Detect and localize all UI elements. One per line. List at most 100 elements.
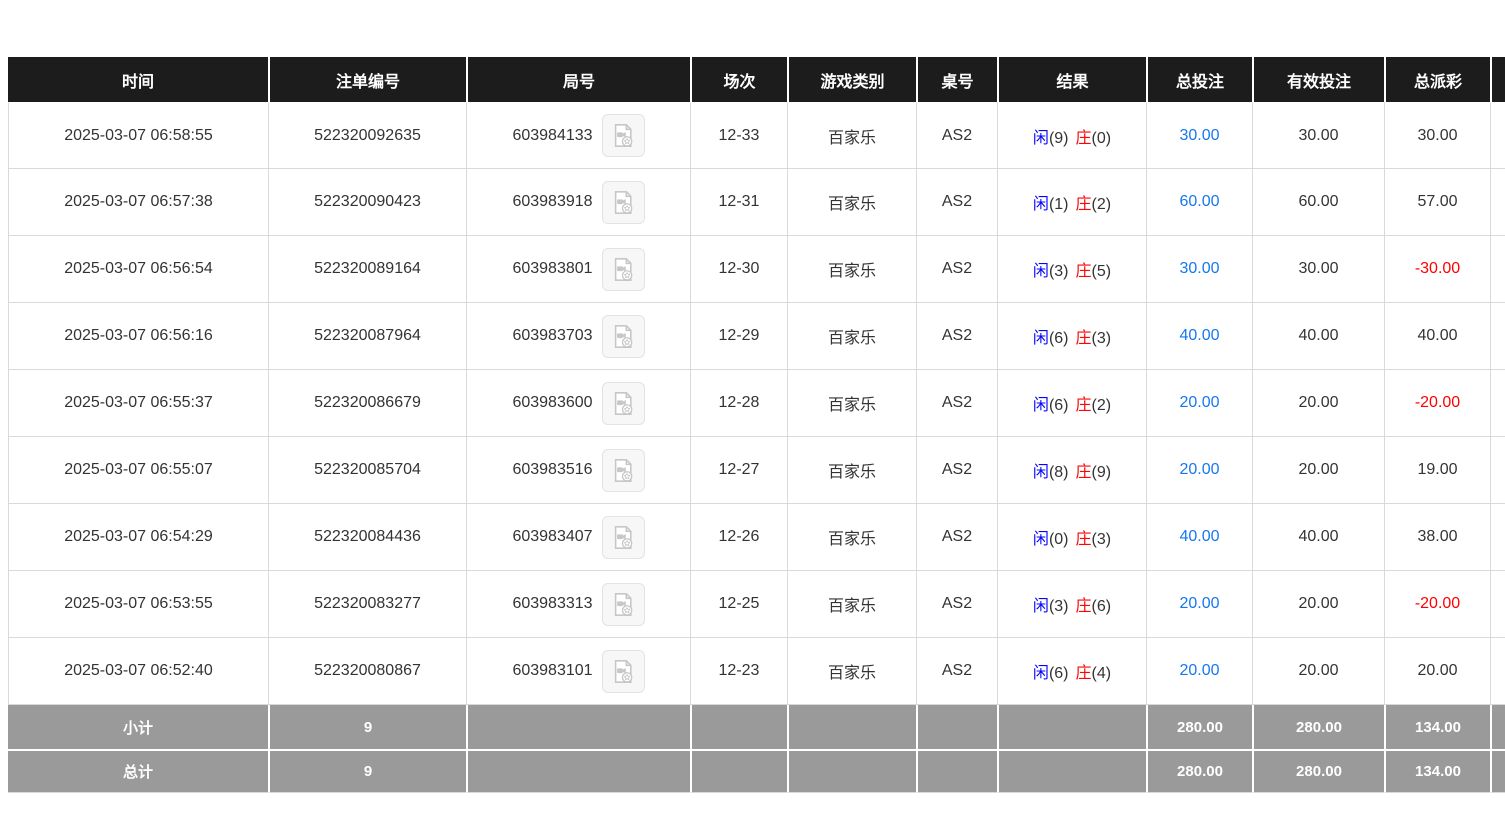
total-bet-link[interactable]: 20.00 xyxy=(1179,394,1220,411)
time-cell: 2025-03-07 06:53:55 xyxy=(8,571,268,638)
table-row: 2025-03-07 06:53:55 522320083277 6039833… xyxy=(8,571,1505,638)
total-bet-cell: 30.00 xyxy=(1146,236,1252,303)
bet-no-cell: 522320084436 xyxy=(268,504,466,571)
header-valid-bet: 有效投注 xyxy=(1252,57,1384,102)
header-time: 时间 xyxy=(8,57,268,102)
clipped-cell xyxy=(1490,169,1505,236)
game-type-cell: 百家乐 xyxy=(787,102,916,169)
valid-bet-cell: 60.00 xyxy=(1252,169,1384,236)
player-score: (3) xyxy=(1048,263,1069,280)
table-row: 2025-03-07 06:57:38 522320090423 6039839… xyxy=(8,169,1505,236)
total-bet-cell: 60.00 xyxy=(1146,169,1252,236)
subtotal-label: 小计 xyxy=(8,705,268,749)
round-no-cell: 603983918 xyxy=(466,169,690,236)
round-no-cell: 603983313 xyxy=(466,571,690,638)
video-icon xyxy=(610,658,637,685)
video-icon xyxy=(610,189,637,216)
banker-result-label: 庄 xyxy=(1075,129,1092,147)
total-bet-link[interactable]: 30.00 xyxy=(1179,126,1220,144)
total-bet-link[interactable]: 30.00 xyxy=(1179,260,1220,277)
round-no-value: 603984133 xyxy=(512,126,593,144)
player-score: (9) xyxy=(1048,129,1069,147)
player-result-label: 闲 xyxy=(1032,330,1049,347)
result-cell: 闲(0) 庄(3) xyxy=(997,504,1146,571)
grand-total-total-payout: 134.00 xyxy=(1384,749,1490,793)
result-cell: 闲(1) 庄(2) xyxy=(997,169,1146,236)
round-no-value: 603983407 xyxy=(512,528,593,545)
header-game-type: 游戏类别 xyxy=(787,57,916,102)
payout-value: 19.00 xyxy=(1417,461,1458,478)
table-row: 2025-03-07 06:58:55 522320092635 6039841… xyxy=(8,102,1505,169)
video-replay-button[interactable] xyxy=(601,649,645,693)
total-payout-cell: -30.00 xyxy=(1384,236,1490,303)
total-bet-link[interactable]: 20.00 xyxy=(1179,595,1220,612)
clipped-cell xyxy=(1490,504,1505,571)
table-row: 2025-03-07 06:56:54 522320089164 6039838… xyxy=(8,236,1505,303)
bet-no-cell: 522320086679 xyxy=(268,370,466,437)
result-cell: 闲(6) 庄(4) xyxy=(997,638,1146,705)
time-cell: 2025-03-07 06:58:55 xyxy=(8,102,268,169)
bet-records-table-wrap: 时间 注单编号 局号 场次 游戏类别 桌号 结果 总投注 有效投注 总派彩 20… xyxy=(8,57,1505,793)
video-replay-button[interactable] xyxy=(601,180,645,224)
header-total-bet: 总投注 xyxy=(1146,57,1252,102)
header-result: 结果 xyxy=(997,57,1146,102)
round-no-cell: 603983600 xyxy=(466,370,690,437)
video-replay-button[interactable] xyxy=(601,381,645,425)
banker-result-label: 庄 xyxy=(1075,665,1092,682)
session-cell: 12-26 xyxy=(690,504,787,571)
total-bet-link[interactable]: 40.00 xyxy=(1179,327,1220,344)
video-replay-button[interactable] xyxy=(601,582,645,626)
grand-total-row: 总计 9 280.00 280.00 134.00 xyxy=(8,749,1505,793)
player-score: (1) xyxy=(1048,196,1069,213)
session-cell: 12-33 xyxy=(690,102,787,169)
total-payout-cell: 38.00 xyxy=(1384,504,1490,571)
round-no-cell: 603983407 xyxy=(466,504,690,571)
payout-value: 57.00 xyxy=(1417,193,1458,210)
round-no-value: 603983918 xyxy=(512,193,593,210)
video-icon xyxy=(610,591,637,618)
header-bet-no: 注单编号 xyxy=(268,57,466,102)
session-cell: 12-30 xyxy=(690,236,787,303)
total-bet-link[interactable]: 60.00 xyxy=(1179,193,1220,210)
table-body: 2025-03-07 06:58:55 522320092635 6039841… xyxy=(8,102,1505,705)
banker-score: (6) xyxy=(1091,598,1112,615)
table-no-cell: AS2 xyxy=(916,236,997,303)
video-replay-button[interactable] xyxy=(601,114,645,157)
header-clipped-column xyxy=(1490,57,1505,102)
clipped-cell xyxy=(1490,236,1505,303)
time-cell: 2025-03-07 06:52:40 xyxy=(8,638,268,705)
subtotal-total-payout: 134.00 xyxy=(1384,705,1490,749)
valid-bet-cell: 40.00 xyxy=(1252,504,1384,571)
banker-result-label: 庄 xyxy=(1075,598,1092,615)
bet-records-table: 时间 注单编号 局号 场次 游戏类别 桌号 结果 总投注 有效投注 总派彩 20… xyxy=(8,57,1505,793)
bet-no-cell: 522320080867 xyxy=(268,638,466,705)
bet-no-cell: 522320087964 xyxy=(268,303,466,370)
round-no-value: 603983600 xyxy=(512,394,593,411)
bet-no-cell: 522320092635 xyxy=(268,102,466,169)
table-row: 2025-03-07 06:54:29 522320084436 6039834… xyxy=(8,504,1505,571)
total-bet-link[interactable]: 20.00 xyxy=(1179,662,1220,679)
game-type-cell: 百家乐 xyxy=(787,571,916,638)
round-no-value: 603983101 xyxy=(512,662,593,679)
result-cell: 闲(6) 庄(2) xyxy=(997,370,1146,437)
player-result-label: 闲 xyxy=(1032,397,1049,414)
banker-result-label: 庄 xyxy=(1075,397,1092,414)
session-cell: 12-29 xyxy=(690,303,787,370)
session-cell: 12-28 xyxy=(690,370,787,437)
total-payout-cell: 19.00 xyxy=(1384,437,1490,504)
banker-result-label: 庄 xyxy=(1075,531,1092,548)
player-result-label: 闲 xyxy=(1032,531,1049,548)
total-bet-link[interactable]: 20.00 xyxy=(1179,461,1220,478)
table-header: 时间 注单编号 局号 场次 游戏类别 桌号 结果 总投注 有效投注 总派彩 xyxy=(8,57,1505,102)
round-no-cell: 603983801 xyxy=(466,236,690,303)
video-replay-button[interactable] xyxy=(601,247,645,291)
total-bet-cell: 20.00 xyxy=(1146,638,1252,705)
total-bet-link[interactable]: 40.00 xyxy=(1179,528,1220,545)
table-no-cell: AS2 xyxy=(916,571,997,638)
video-replay-button[interactable] xyxy=(601,314,645,358)
video-replay-button[interactable] xyxy=(601,448,645,492)
video-replay-button[interactable] xyxy=(601,515,645,559)
clipped-cell xyxy=(1490,437,1505,504)
player-score: (8) xyxy=(1048,464,1069,481)
result-cell: 闲(3) 庄(6) xyxy=(997,571,1146,638)
